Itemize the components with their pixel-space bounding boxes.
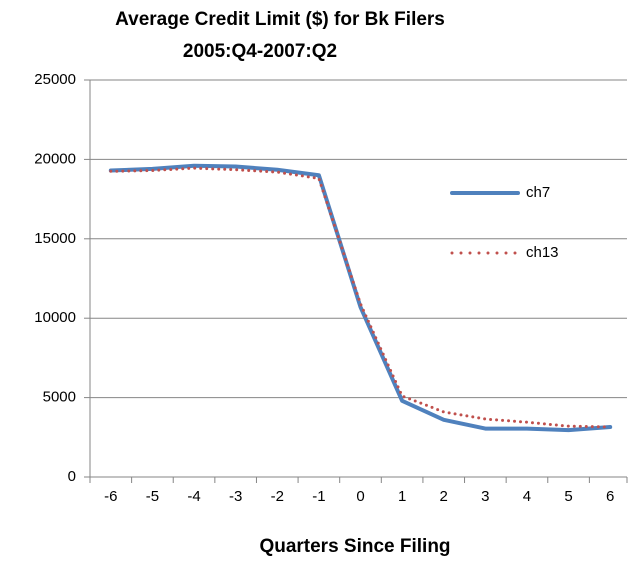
x-tick-label: 2 (440, 488, 448, 505)
x-tick-label: -3 (229, 488, 242, 505)
data-line (108, 163, 613, 433)
x-tick-label: -4 (187, 488, 200, 505)
y-tick-label: 0 (68, 468, 76, 485)
x-tick-label: 1 (398, 488, 406, 505)
legend-label: ch7 (526, 184, 550, 201)
x-tick-label: 3 (481, 488, 489, 505)
x-tick-label: 4 (523, 488, 531, 505)
y-tick-label: 25000 (34, 71, 76, 88)
legend-label: ch13 (526, 244, 559, 261)
y-tick-label: 10000 (34, 309, 76, 326)
x-tick-label: -6 (104, 488, 117, 505)
x-tick-label: -1 (312, 488, 325, 505)
y-tick-label: 20000 (34, 150, 76, 167)
chart-title: Average Credit Limit ($) for Bk Filers (115, 9, 445, 30)
chart-subtitle: 2005:Q4-2007:Q2 (183, 41, 337, 62)
x-axis-label: Quarters Since Filing (259, 536, 450, 557)
x-tick-label: 5 (564, 488, 572, 505)
y-tick-label: 5000 (43, 389, 76, 406)
x-tick-label: -5 (146, 488, 159, 505)
x-tick-label: -2 (271, 488, 284, 505)
y-tick-label: 15000 (34, 230, 76, 247)
data-line (109, 166, 612, 429)
x-tick-label: 6 (606, 488, 614, 505)
x-tick-label: 0 (356, 488, 364, 505)
